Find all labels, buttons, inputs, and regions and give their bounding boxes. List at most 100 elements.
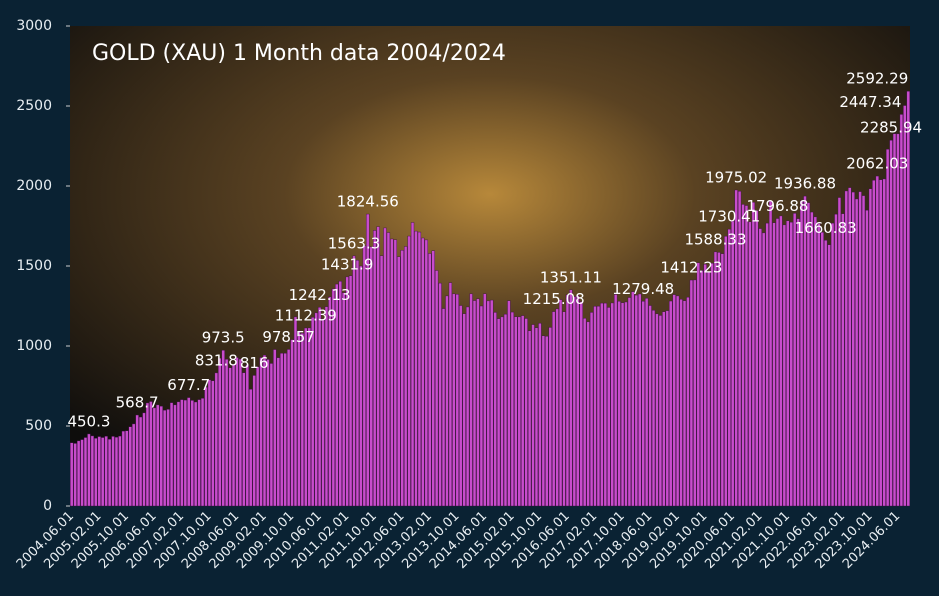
bar xyxy=(393,239,397,507)
bar xyxy=(348,275,353,507)
bar xyxy=(644,298,649,507)
bar xyxy=(500,316,504,507)
value-label: 1824.56 xyxy=(337,193,399,211)
bar xyxy=(603,302,607,507)
bar xyxy=(665,310,669,507)
bar xyxy=(837,197,842,507)
bar xyxy=(548,327,552,507)
bar xyxy=(562,311,566,507)
bar xyxy=(610,302,614,507)
bar xyxy=(235,357,239,507)
bar xyxy=(906,91,910,507)
bar xyxy=(342,292,346,507)
bar xyxy=(373,230,377,507)
bar xyxy=(686,297,690,507)
bar xyxy=(751,202,756,507)
bar xyxy=(472,300,477,507)
bar xyxy=(631,291,635,507)
bar xyxy=(486,300,490,507)
value-label: 2447.34 xyxy=(839,93,901,111)
bar xyxy=(156,404,160,507)
value-label: 1279.48 xyxy=(612,280,674,298)
value-label: 1975.02 xyxy=(705,168,767,186)
value-label: 1431.9 xyxy=(321,255,374,273)
bar xyxy=(830,222,835,507)
bar xyxy=(679,299,683,507)
bar xyxy=(614,294,618,507)
value-label: 973.5 xyxy=(202,329,245,347)
bar xyxy=(600,302,604,507)
value-label: 1112.39 xyxy=(275,307,337,325)
bar xyxy=(555,308,559,507)
bar xyxy=(324,306,329,507)
bar xyxy=(620,302,625,507)
bar xyxy=(514,316,518,507)
bar xyxy=(641,301,645,507)
bar xyxy=(854,198,859,507)
bar xyxy=(107,439,112,507)
bar xyxy=(321,318,325,507)
bar xyxy=(772,222,776,507)
bar xyxy=(335,283,339,507)
bar xyxy=(379,255,384,507)
value-label: 677.7 xyxy=(167,376,210,394)
bar xyxy=(655,313,659,507)
bar xyxy=(231,364,236,507)
y-tick-label: 500 xyxy=(25,418,52,434)
bar xyxy=(359,265,363,507)
bar xyxy=(662,311,666,507)
bar xyxy=(703,264,707,507)
bar xyxy=(465,306,470,507)
bar xyxy=(163,409,167,507)
y-tick-label: 1000 xyxy=(16,338,52,354)
bar xyxy=(345,276,349,507)
bar xyxy=(276,357,280,507)
bar xyxy=(524,318,528,507)
bar xyxy=(510,311,515,507)
bar xyxy=(634,294,638,507)
bar xyxy=(476,298,480,507)
value-label: 2062.03 xyxy=(846,155,908,173)
y-tick-label: 0 xyxy=(43,498,52,514)
bar xyxy=(786,220,790,507)
bar xyxy=(858,191,862,507)
bar xyxy=(307,327,311,507)
bar xyxy=(149,401,153,507)
bar xyxy=(204,386,208,507)
bar xyxy=(421,237,425,507)
bar xyxy=(717,252,721,507)
bar xyxy=(311,317,315,507)
bar xyxy=(138,416,143,507)
bar xyxy=(404,246,408,507)
bar xyxy=(503,313,508,507)
value-label: 1936.88 xyxy=(774,175,836,193)
bar xyxy=(875,175,879,507)
bar xyxy=(696,262,700,507)
bar xyxy=(252,375,256,507)
bar xyxy=(255,366,260,507)
bar xyxy=(366,213,370,507)
bar xyxy=(648,305,652,507)
value-label: 2592.29 xyxy=(846,70,908,88)
value-label: 831.8 xyxy=(195,351,238,369)
bar xyxy=(452,293,456,507)
value-label: 978.57 xyxy=(262,328,315,346)
bar xyxy=(768,200,773,507)
bar xyxy=(266,359,270,507)
bar xyxy=(152,407,156,507)
bar xyxy=(386,232,391,507)
bar xyxy=(238,358,243,507)
bar xyxy=(541,335,546,507)
bar xyxy=(879,179,883,507)
bar xyxy=(300,333,305,507)
bar xyxy=(376,226,380,507)
bar xyxy=(700,270,704,507)
bar xyxy=(80,439,84,507)
bar xyxy=(507,300,511,507)
bar xyxy=(896,133,900,507)
bar xyxy=(834,213,838,507)
bar xyxy=(558,299,563,507)
bar xyxy=(328,296,332,507)
bar xyxy=(817,223,821,507)
bar xyxy=(180,399,184,507)
